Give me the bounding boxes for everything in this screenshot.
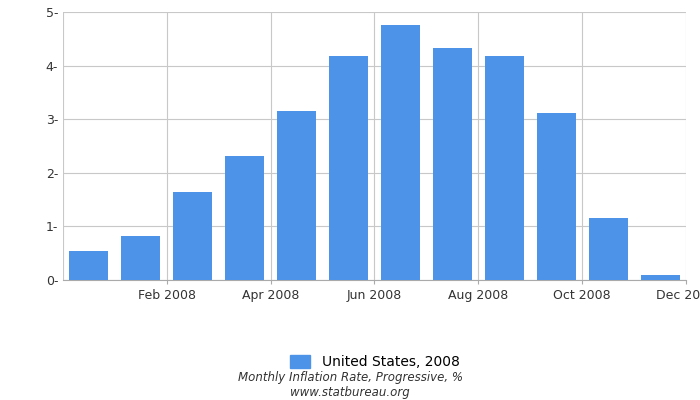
Bar <box>485 56 524 280</box>
Bar <box>381 25 420 280</box>
Bar <box>174 192 212 280</box>
Bar <box>329 56 368 280</box>
Text: Monthly Inflation Rate, Progressive, %: Monthly Inflation Rate, Progressive, % <box>237 372 463 384</box>
Bar <box>640 275 680 280</box>
Bar <box>225 156 264 280</box>
Bar <box>537 113 575 280</box>
Bar <box>589 218 628 280</box>
Bar <box>121 236 160 280</box>
Text: www.statbureau.org: www.statbureau.org <box>290 386 410 399</box>
Legend: United States, 2008: United States, 2008 <box>284 350 465 375</box>
Bar <box>277 111 316 280</box>
Bar <box>433 48 472 280</box>
Bar <box>69 251 108 280</box>
